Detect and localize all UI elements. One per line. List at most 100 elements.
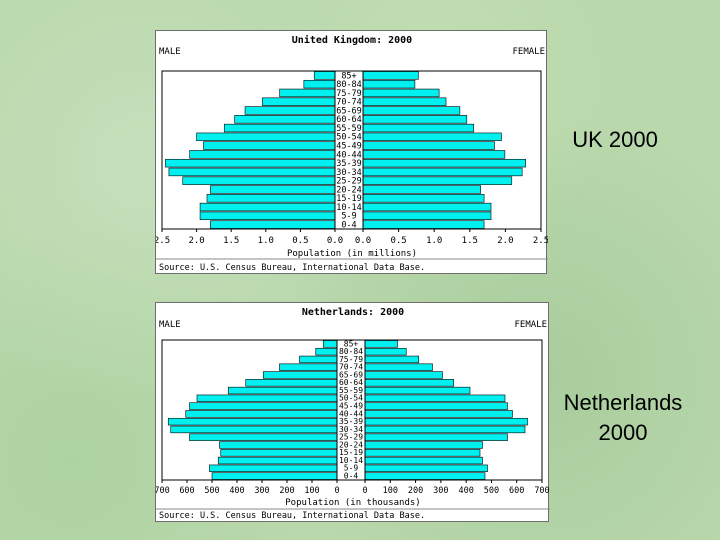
age-group-label: 15-19 <box>336 194 362 204</box>
female-bar-65-69 <box>364 371 443 379</box>
male-bar-10-14 <box>199 202 336 212</box>
female-bar-10-14 <box>364 456 483 465</box>
female-label: FEMALE <box>512 47 545 57</box>
x-tick-label: 200 <box>408 486 423 496</box>
age-group-label: 75-79 <box>339 355 363 364</box>
age-group-label: 40-44 <box>339 409 363 418</box>
male-bar-80-84 <box>315 347 338 356</box>
age-group-label: 25-29 <box>336 177 362 187</box>
x-tick-label: 600 <box>179 486 194 496</box>
age-group-label: 55-59 <box>336 124 362 134</box>
caption-nl-line1: Netherlands <box>563 390 683 415</box>
age-group-label: 45-49 <box>339 402 363 411</box>
age-group-label: 65-69 <box>339 370 363 379</box>
female-bar-40-44 <box>362 150 506 159</box>
male-bar-65-69 <box>262 371 338 379</box>
x-tick-label: 1.5 <box>223 236 239 246</box>
age-group-label: 85+ <box>341 71 356 81</box>
x-tick-label: 1.5 <box>462 236 478 246</box>
female-bar-55-59 <box>364 386 471 395</box>
age-group-label: 20-24 <box>339 440 363 449</box>
male-bar-5-9 <box>199 211 336 221</box>
female-bar-15-19 <box>362 194 485 203</box>
age-group-label: 60-64 <box>339 378 363 387</box>
age-group-label: 80-84 <box>336 80 362 90</box>
age-group-label: 60-64 <box>336 115 362 125</box>
age-group-label: 20-24 <box>336 185 362 195</box>
x-tick-label: 1.0 <box>426 236 442 246</box>
female-bar-0-4 <box>364 472 486 480</box>
male-bar-55-59 <box>227 386 338 395</box>
female-bar-25-29 <box>362 176 513 185</box>
age-group-label: 5-9 <box>341 212 356 222</box>
x-tick-label: 0.0 <box>327 236 343 246</box>
plot-frame <box>161 339 543 481</box>
female-bar-20-24 <box>362 185 481 194</box>
female-bar-60-64 <box>362 115 468 124</box>
male-bar-75-79 <box>279 88 336 98</box>
male-bar-15-19 <box>220 449 338 457</box>
source-note: Source: U.S. Census Bureau, Internationa… <box>159 263 425 273</box>
male-bar-70-74 <box>279 363 338 371</box>
female-bar-5-9 <box>362 211 492 221</box>
female-bar-70-74 <box>364 363 433 371</box>
x-tick-label: 500 <box>484 486 499 496</box>
male-bar-60-64 <box>234 115 336 124</box>
age-group-label: 35-39 <box>336 159 362 169</box>
male-bar-45-49 <box>203 141 336 150</box>
x-tick-label: 100 <box>383 486 398 496</box>
male-bar-60-64 <box>245 379 338 387</box>
x-tick-label: 2.0 <box>188 236 204 246</box>
x-tick-label: 0 <box>334 486 339 496</box>
age-group-label: 0-4 <box>341 221 356 231</box>
male-bar-70-74 <box>262 97 336 106</box>
female-bar-35-39 <box>364 417 528 426</box>
age-group-label: 70-74 <box>336 98 362 108</box>
female-bar-40-44 <box>364 410 513 418</box>
female-bar-45-49 <box>364 402 508 410</box>
male-bar-10-14 <box>217 456 338 465</box>
chart-title: Netherlands: 2000 <box>302 307 404 318</box>
female-bar-25-29 <box>364 433 508 441</box>
male-bar-35-39 <box>165 158 336 168</box>
nl-pyramid-panel: Netherlands: 2000 MALE FEMALE 0-4 5-9 10-14 15… <box>155 302 550 522</box>
x-axis-label: Population (in thousands) <box>285 498 420 508</box>
x-tick-label: 200 <box>279 486 294 496</box>
caption-netherlands: Netherlands 2000 <box>548 388 698 448</box>
male-bar-0-4 <box>210 220 336 229</box>
female-bar-75-79 <box>364 355 420 364</box>
female-bar-85+ <box>364 340 398 348</box>
age-group-label: 75-79 <box>336 89 362 99</box>
female-bar-10-14 <box>362 202 492 212</box>
male-bar-75-79 <box>299 355 338 364</box>
male-bar-0-4 <box>211 472 338 480</box>
female-bar-35-39 <box>362 158 526 168</box>
male-bar-25-29 <box>189 433 338 441</box>
x-tick-label: 400 <box>458 486 473 496</box>
age-group-label: 50-54 <box>339 394 363 403</box>
x-tick-label: 300 <box>254 486 269 496</box>
male-bar-30-34 <box>170 425 338 434</box>
male-bar-5-9 <box>209 464 338 473</box>
age-group-label: 25-29 <box>339 433 363 442</box>
x-tick-label: 2.0 <box>497 236 513 246</box>
male-bar-85+ <box>322 340 338 348</box>
age-group-label: 0-4 <box>344 472 359 481</box>
female-bar-5-9 <box>364 464 488 473</box>
male-bar-40-44 <box>189 150 336 159</box>
age-group-label: 85+ <box>344 339 359 348</box>
x-tick-label: 0.0 <box>355 236 371 246</box>
x-tick-label: 0.5 <box>292 236 308 246</box>
female-bar-0-4 <box>362 220 485 229</box>
age-group-label: 5-9 <box>344 464 359 473</box>
female-bar-60-64 <box>364 379 455 387</box>
x-axis-label: Population (in millions) <box>287 249 417 259</box>
male-bar-15-19 <box>206 194 336 203</box>
female-bar-80-84 <box>362 79 416 89</box>
x-tick-label: 100 <box>304 486 319 496</box>
female-bar-80-84 <box>364 347 407 356</box>
age-group-label: 45-49 <box>336 142 362 152</box>
male-bar-35-39 <box>167 417 338 426</box>
x-tick-label: 2.5 <box>533 236 548 246</box>
age-group-label: 10-14 <box>339 456 363 465</box>
